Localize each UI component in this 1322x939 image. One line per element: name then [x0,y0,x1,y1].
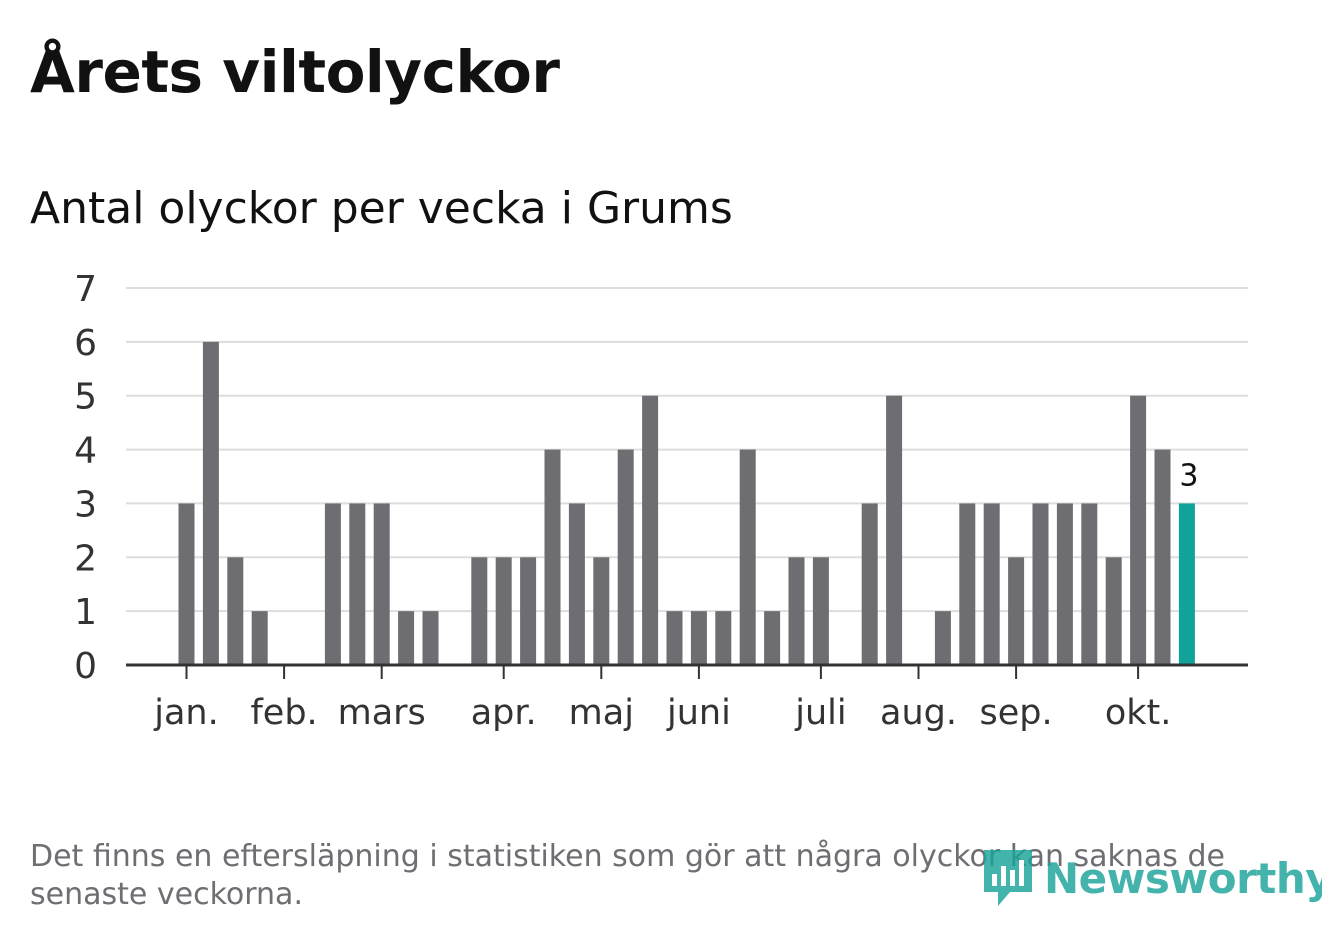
x-tick-label: mars [338,693,426,733]
bar [1154,449,1171,665]
x-tick-label: apr. [471,693,537,733]
bar [520,557,537,665]
y-tick-label: 0 [74,646,97,687]
bar [495,557,512,665]
bar-highlight [1178,503,1195,665]
bar [1081,503,1098,665]
data-label: 3 [1179,458,1198,493]
bar [349,503,366,665]
x-tick-label: sep. [980,693,1053,733]
bar [739,449,756,665]
bar [861,503,878,665]
bar [812,557,829,665]
bar [959,503,976,665]
bar [544,449,561,665]
bar [227,557,244,665]
y-tick-label: 2 [74,538,97,579]
bar [568,503,585,665]
bar [398,611,415,665]
bar-chart: 0 1 2 3 4 5 6 7 3 jan. feb. mars apr. maj juni juli aug.… [74,269,1248,733]
chart-title: Årets viltolyckor [30,38,560,106]
x-tick-label: juli [794,693,846,733]
logo-text: Newsworthy [1044,853,1322,903]
bar [471,557,488,665]
x-tick-label: okt. [1105,693,1172,733]
newsworthy-logo-icon [984,850,1032,906]
x-tick-label: jan. [153,693,218,733]
x-tick-label: feb. [250,693,317,733]
bar [593,557,610,665]
bar [764,611,781,665]
bar [934,611,951,665]
bar [617,449,634,665]
x-tick-label: juni [666,693,731,733]
bar [1130,395,1147,665]
bar [690,611,707,665]
y-tick-label: 6 [74,323,97,364]
bar [422,611,439,665]
bar [1105,557,1122,665]
bar [1032,503,1049,665]
bar [788,557,805,665]
newsworthy-logo: Newsworthy [980,846,1322,910]
x-tick-label: aug. [880,693,957,733]
bar [178,503,195,665]
bar [324,503,341,665]
bar [642,395,659,665]
chart-subtitle: Antal olyckor per vecka i Grums [30,183,733,234]
y-tick-label: 5 [74,377,97,418]
y-tick-label: 4 [74,431,97,472]
y-tick-label: 3 [74,484,97,525]
bar [1008,557,1025,665]
y-tick-label: 1 [74,592,97,633]
x-tick-label: maj [569,693,634,733]
bar [202,341,219,665]
bar [373,503,390,665]
bar [886,395,903,665]
bar [715,611,732,665]
bar [1056,503,1073,665]
bar [666,611,683,665]
bar [251,611,268,665]
y-tick-label: 7 [74,269,97,310]
bar [983,503,1000,665]
